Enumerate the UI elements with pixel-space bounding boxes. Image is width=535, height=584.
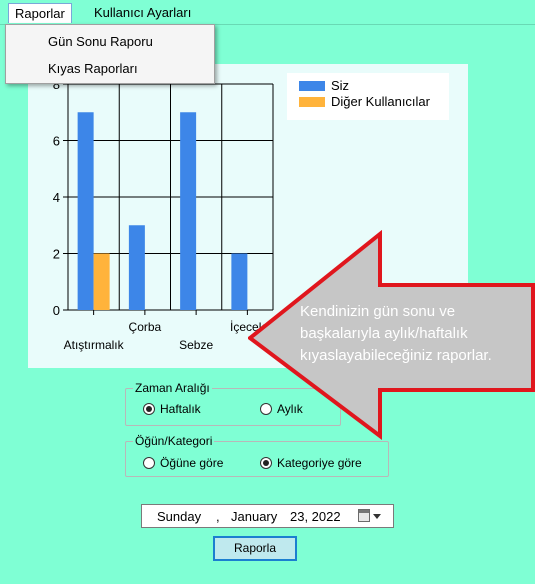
radio-aylik-label: Aylık: [277, 402, 303, 416]
menu-gun-sonu-raporu[interactable]: Gün Sonu Raporu: [48, 34, 153, 49]
callout-line-3: kıyaslayabileceğiniz raporlar.: [300, 347, 492, 364]
meal-category-title: Öğün/Kategori: [133, 434, 215, 448]
radio-ogune-gore-label: Öğüne göre: [160, 456, 224, 470]
date-picker[interactable]: Sunday , January 23, 2022: [141, 504, 394, 528]
menu-kullanici-ayarlari[interactable]: Kullanıcı Ayarları: [94, 5, 192, 20]
meal-category-group: Öğün/Kategori Öğüne göre Kategoriye göre: [125, 434, 389, 477]
radio-haftalik-dot[interactable]: [143, 403, 155, 415]
date-day[interactable]: Sunday: [157, 509, 202, 524]
menu-raporlar[interactable]: Raporlar: [8, 3, 72, 23]
radio-ogune-gore-dot[interactable]: [143, 457, 155, 469]
radio-kategoriye-gore-label: Kategoriye göre: [277, 456, 362, 470]
raporla-button[interactable]: Raporla: [213, 536, 297, 561]
time-range-title: Zaman Aralığı: [133, 381, 212, 395]
menu-bar: Raporlar Kullanıcı Ayarları: [0, 0, 535, 25]
legend-swatch-siz: [299, 81, 325, 91]
chevron-down-icon[interactable]: [373, 514, 381, 519]
radio-haftalik-label: Haftalık: [160, 402, 201, 416]
callout-line-2: başkalarıyla aylık/haftalık: [300, 325, 468, 342]
date-daynum[interactable]: 23, 2022: [290, 509, 341, 524]
callout-arrow: [248, 230, 535, 440]
chart-legend: Siz Diğer Kullanıcılar: [287, 73, 449, 120]
date-month[interactable]: January: [231, 509, 278, 524]
date-separator: ,: [216, 509, 220, 524]
radio-aylik-dot[interactable]: [260, 403, 272, 415]
legend-swatch-diger: [299, 97, 325, 107]
callout-line-1: Kendinizin gün sonu ve: [300, 303, 456, 320]
legend-label-siz: Siz: [331, 78, 350, 93]
legend-label-diger: Diğer Kullanıcılar: [331, 94, 430, 109]
raporlar-dropdown: Gün Sonu Raporu Kıyas Raporları: [5, 24, 215, 84]
radio-kategoriye-gore-dot[interactable]: [260, 457, 272, 469]
calendar-icon[interactable]: [358, 509, 370, 522]
callout-text: Kendinizin gün sonu ve başkalarıyla aylı…: [300, 301, 532, 367]
time-range-group: Zaman Aralığı Haftalık Aylık: [125, 381, 341, 426]
menu-kiyas-raporlari[interactable]: Kıyas Raporları: [48, 61, 138, 76]
